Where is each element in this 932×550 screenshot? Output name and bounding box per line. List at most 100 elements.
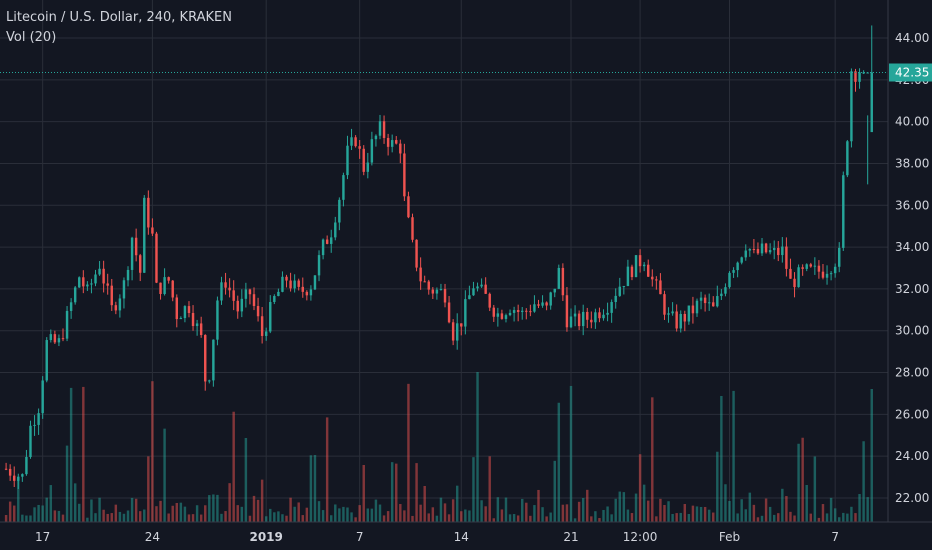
candle-body: [443, 289, 447, 303]
candle-body: [825, 273, 829, 278]
candle-body: [594, 312, 597, 323]
candle-body: [163, 277, 166, 294]
grid-lines: [0, 0, 888, 522]
candle-body: [8, 468, 12, 476]
price-tick-label: 22.00: [895, 491, 929, 505]
volume-bar: [760, 515, 764, 522]
candle-body: [484, 284, 487, 294]
candle-body: [325, 239, 329, 244]
volume-bar: [821, 504, 825, 522]
candle-body: [557, 267, 561, 289]
candle-body: [199, 323, 203, 336]
volume-bar: [151, 381, 154, 522]
candle-body: [269, 301, 272, 332]
candle-body: [4, 468, 8, 470]
candle-body: [809, 264, 813, 267]
candle-body: [756, 249, 760, 254]
volume-bar: [321, 510, 325, 522]
volume-bar: [602, 509, 605, 522]
volume-bars: [4, 372, 873, 522]
candle-body: [281, 276, 284, 292]
volume-bar: [655, 516, 658, 522]
volume-bar: [764, 498, 768, 522]
price-axis[interactable]: 44.0042.0040.0038.0036.0034.0032.0030.00…: [887, 0, 932, 522]
volume-bar: [846, 513, 849, 522]
candle-body: [41, 380, 44, 414]
volume-bar: [460, 511, 463, 522]
time-axis[interactable]: 17 24 2019 7 14 21 12:00 Feb 7: [0, 521, 932, 544]
volume-bar: [598, 518, 601, 522]
volume-bar: [285, 515, 288, 522]
last-price-label: 42.35: [895, 66, 929, 80]
volume-bar: [297, 502, 300, 522]
candle-body: [415, 239, 418, 268]
volume-bar: [366, 508, 370, 522]
candle-body: [236, 300, 239, 312]
volume-bar: [273, 512, 276, 522]
candle-body: [305, 291, 309, 296]
volume-bar: [866, 497, 869, 522]
volume-bar: [94, 513, 97, 522]
volume-bar: [854, 513, 857, 522]
candle-body: [695, 300, 699, 314]
candle-body: [732, 270, 735, 273]
candle-body: [423, 281, 426, 283]
candle-body: [179, 318, 183, 320]
candle-body: [86, 284, 89, 287]
symbol-title[interactable]: Litecoin / U.S. Dollar, 240, KRAKEN: [6, 10, 232, 25]
volume-bar: [772, 514, 776, 522]
candle-body: [53, 334, 57, 343]
volume-bar: [748, 492, 752, 522]
volume-bar: [98, 497, 101, 522]
volume-bar: [500, 509, 504, 522]
volume-bar: [622, 492, 626, 522]
candle-body: [781, 246, 784, 256]
candle-body: [516, 310, 520, 312]
candle-body: [130, 237, 134, 270]
last-price-tag: [889, 63, 932, 82]
volume-bar: [573, 518, 577, 522]
volume-bar: [712, 512, 715, 522]
volume-bar: [78, 503, 81, 522]
candle-body: [21, 474, 24, 477]
candle-body: [232, 290, 235, 301]
candle-body: [488, 293, 491, 308]
volume-bar: [118, 511, 122, 522]
volume-bar: [236, 505, 239, 522]
candle-body: [736, 262, 739, 271]
candle-body: [480, 284, 483, 287]
volume-bar: [496, 497, 500, 522]
volume-indicator-label[interactable]: Vol (20): [6, 30, 57, 45]
volume-bar: [663, 505, 666, 522]
candle-body: [622, 286, 626, 288]
volume-bar: [354, 517, 357, 522]
candle-body: [655, 279, 658, 281]
candle-body: [521, 310, 524, 312]
candle-body: [553, 288, 556, 293]
candle-body: [573, 313, 577, 317]
volume-bar: [171, 505, 174, 522]
volume-bar: [204, 505, 207, 522]
price-tick-label: 28.00: [895, 366, 929, 380]
volume-bar: [289, 497, 292, 522]
volume-bar: [49, 485, 53, 522]
volume-bar: [399, 504, 402, 522]
candle-body: [155, 233, 158, 283]
volume-bar: [419, 504, 422, 522]
volume-bar: [642, 484, 646, 522]
volume-bar: [69, 387, 73, 522]
volume-bar: [403, 510, 406, 522]
candle-body: [610, 302, 613, 313]
candle-body: [378, 121, 382, 136]
candle-body: [675, 311, 678, 329]
volume-bar: [317, 501, 321, 522]
candle-body: [354, 137, 357, 147]
candle-body: [61, 338, 65, 340]
candle-body: [793, 278, 796, 288]
candle-body: [451, 322, 455, 341]
candle-body: [439, 289, 443, 291]
volume-bar: [395, 463, 398, 522]
volume-bar: [208, 495, 211, 522]
volume-bar: [541, 507, 544, 522]
